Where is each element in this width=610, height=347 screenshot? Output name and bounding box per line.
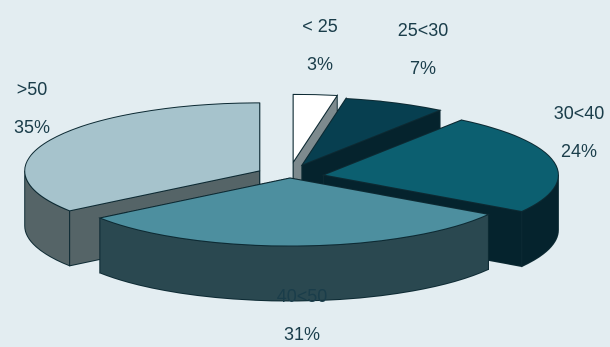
slice-top-face <box>292 93 339 164</box>
slice-category-label: 25<30 <box>398 20 449 40</box>
slice-percent-label: 31% <box>284 324 320 344</box>
slice-category-label: >50 <box>17 79 48 99</box>
slice-category-label: 30<40 <box>554 103 605 123</box>
slice-percent-label: 35% <box>14 117 50 137</box>
pie-slice <box>98 177 491 302</box>
slice-percent-label: 7% <box>410 58 436 78</box>
slice-percent-label: 3% <box>307 54 333 74</box>
slice-top-face <box>321 119 559 213</box>
slice-category-label: < 25 <box>302 16 338 36</box>
slice-top-face <box>98 177 491 247</box>
slice-category-label: 40<50 <box>277 286 328 306</box>
slice-percent-label: 24% <box>561 141 597 161</box>
slice-top-face <box>300 97 442 167</box>
slice-top-face <box>24 102 261 212</box>
